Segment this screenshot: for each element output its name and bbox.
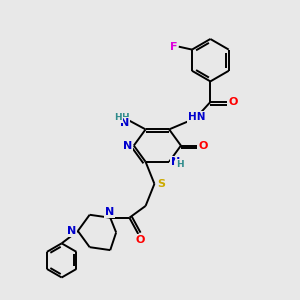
Text: O: O <box>228 97 238 107</box>
Text: H: H <box>176 160 184 169</box>
Text: N: N <box>67 226 76 236</box>
Text: N: N <box>120 118 130 128</box>
Text: H: H <box>121 113 129 122</box>
Text: F: F <box>170 42 177 52</box>
Text: HN: HN <box>188 112 206 122</box>
Text: O: O <box>199 141 208 151</box>
Text: N: N <box>171 157 180 167</box>
Text: N: N <box>105 207 114 218</box>
Text: H: H <box>114 113 122 122</box>
Text: N: N <box>123 141 132 151</box>
Text: S: S <box>157 179 165 189</box>
Text: O: O <box>136 235 145 245</box>
